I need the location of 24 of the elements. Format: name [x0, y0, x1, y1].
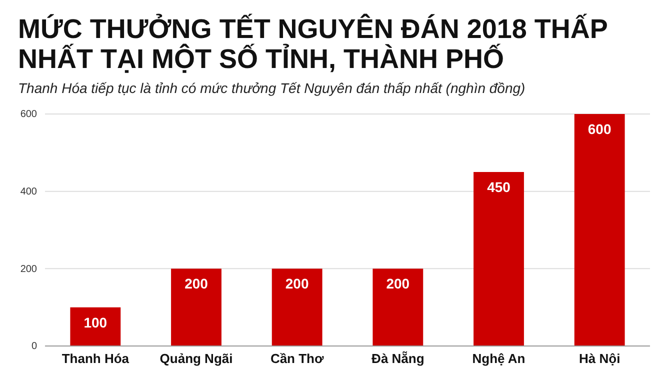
- data-label: 200: [285, 276, 309, 292]
- data-label: 200: [184, 276, 208, 292]
- x-tick-label: Đà Nẵng: [372, 351, 424, 366]
- y-tick-label: 400: [20, 186, 38, 198]
- bar: [272, 268, 322, 346]
- chart-title: MỨC THƯỞNG TẾT NGUYÊN ĐÁN 2018 THẤP NHẤT TẠI MỘT SỐ TỈNH, THÀNH PHỐ: [18, 13, 608, 74]
- data-label: 200: [386, 276, 410, 292]
- bar: [372, 268, 424, 346]
- x-tick-label: Hà Nội: [578, 351, 620, 366]
- y-tick-label: 600: [20, 109, 38, 120]
- bar: [574, 114, 625, 346]
- bar: [171, 268, 222, 346]
- data-label: 450: [487, 179, 511, 195]
- data-label: 100: [84, 314, 108, 330]
- bar: [70, 307, 121, 346]
- x-tick-label: Nghệ An: [472, 351, 526, 366]
- x-tick-label: Quảng Ngãi: [160, 351, 233, 366]
- data-label: 600: [588, 121, 612, 137]
- x-tick-label: Thanh Hóa: [62, 351, 130, 366]
- y-tick-label: 200: [20, 264, 38, 275]
- bar: [474, 172, 524, 346]
- y-tick-label: 0: [31, 341, 38, 352]
- x-tick-label: Cần Thơ: [270, 351, 324, 366]
- chart-subtitle: Thanh Hóa tiếp tục là tỉnh có mức thưởng Tết Nguyên đán thấp nhất (nghìn đồng): [18, 80, 526, 96]
